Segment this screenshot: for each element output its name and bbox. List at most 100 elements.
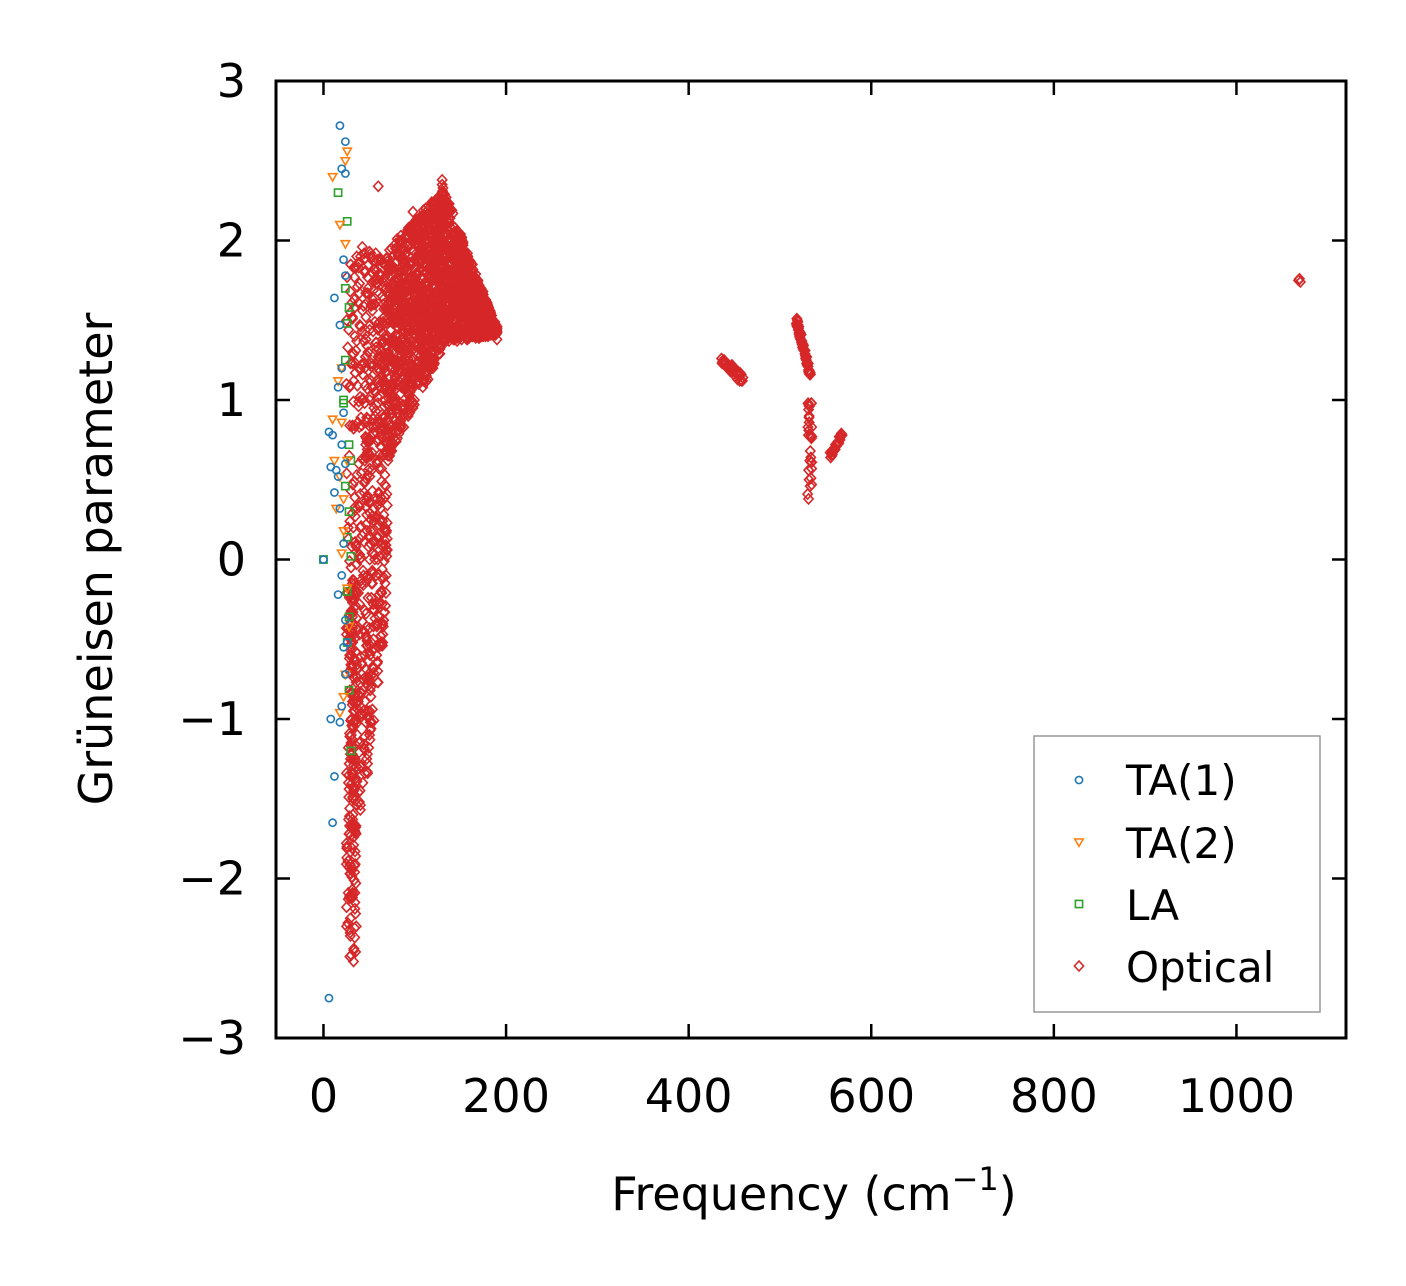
y-tick-label: 2 <box>217 214 246 268</box>
point-ta1 <box>319 555 328 564</box>
point-optical <box>381 298 394 311</box>
point-optical <box>358 476 371 490</box>
point-optical <box>456 256 468 270</box>
point-ta2 <box>343 622 355 633</box>
point-optical <box>377 374 389 388</box>
point-optical <box>362 433 374 447</box>
point-optical <box>460 264 472 277</box>
point-optical <box>341 851 353 864</box>
point-optical <box>365 374 377 388</box>
point-optical <box>350 760 362 774</box>
point-ta2 <box>337 495 350 505</box>
point-optical <box>364 524 377 537</box>
point-optical <box>364 537 376 550</box>
point-optical <box>436 255 448 268</box>
point-optical <box>344 285 356 298</box>
point-optical <box>377 613 390 627</box>
point-optical <box>349 945 362 959</box>
point-optical <box>349 491 361 504</box>
point-optical <box>366 446 378 459</box>
legend-label-la: LA <box>1126 881 1179 930</box>
point-optical <box>361 704 373 718</box>
point-optical <box>398 304 410 317</box>
point-optical <box>461 277 473 290</box>
point-optical <box>352 400 365 413</box>
point-optical <box>379 599 392 612</box>
point-optical <box>408 294 420 308</box>
point-optical <box>384 259 397 273</box>
point-optical <box>371 655 384 668</box>
point-optical <box>417 304 429 317</box>
point-ta1 <box>328 818 338 828</box>
point-optical <box>457 264 470 277</box>
point-optical <box>363 495 375 509</box>
point-optical <box>378 360 390 373</box>
point-optical <box>361 489 373 502</box>
point-optical <box>415 301 428 314</box>
point-optical <box>353 457 365 470</box>
point-optical <box>344 515 356 528</box>
point-optical <box>464 255 476 268</box>
point-optical <box>346 540 358 553</box>
point-la <box>344 507 354 517</box>
point-la <box>342 586 352 596</box>
point-optical <box>348 789 360 802</box>
x-axis-label-close: ) <box>999 1167 1017 1221</box>
point-optical <box>401 404 413 418</box>
point-optical <box>370 569 382 582</box>
point-optical <box>805 462 818 475</box>
point-optical <box>456 293 468 306</box>
y-tick-label: −2 <box>178 852 246 906</box>
point-optical <box>379 521 391 534</box>
point-optical <box>439 202 451 215</box>
x-tick-label: 1000 <box>1178 1069 1295 1123</box>
point-optical <box>361 767 374 780</box>
point-optical <box>390 328 402 341</box>
point-ta1 <box>339 539 348 548</box>
point-optical <box>375 344 388 357</box>
point-optical <box>397 278 410 292</box>
point-ta1 <box>333 382 343 392</box>
point-optical <box>450 267 462 281</box>
point-optical <box>362 741 375 754</box>
point-ta1 <box>340 459 350 469</box>
legend-label-ta2: TA(2) <box>1125 819 1237 868</box>
point-optical <box>804 366 816 380</box>
point-optical <box>349 819 361 833</box>
point-optical <box>437 181 449 195</box>
point-optical <box>416 353 429 367</box>
point-ta2 <box>336 549 348 560</box>
point-optical <box>351 379 364 392</box>
point-optical <box>414 282 426 295</box>
point-optical <box>396 342 408 356</box>
point-optical <box>349 845 361 858</box>
point-optical <box>381 487 393 501</box>
point-optical <box>357 392 369 405</box>
point-optical <box>349 330 361 343</box>
point-optical <box>341 271 353 284</box>
point-optical <box>412 267 424 281</box>
point-optical <box>363 529 376 542</box>
point-optical <box>365 722 377 735</box>
point-optical <box>437 274 449 287</box>
point-optical <box>442 318 455 332</box>
point-optical <box>380 365 392 378</box>
point-optical <box>381 550 393 563</box>
point-optical <box>372 323 384 337</box>
point-optical <box>388 355 400 368</box>
point-la <box>346 551 356 561</box>
point-ta1 <box>335 320 345 330</box>
point-optical <box>430 345 442 359</box>
point-optical <box>349 902 361 915</box>
point-optical <box>469 271 481 284</box>
point-optical <box>426 325 439 338</box>
point-optical <box>345 658 357 671</box>
point-optical <box>393 294 405 308</box>
point-optical <box>349 907 362 920</box>
point-optical <box>385 242 398 255</box>
point-ta2 <box>341 147 353 158</box>
point-la <box>344 303 354 312</box>
point-optical <box>387 379 400 392</box>
point-optical <box>395 235 408 249</box>
point-optical <box>449 275 461 289</box>
